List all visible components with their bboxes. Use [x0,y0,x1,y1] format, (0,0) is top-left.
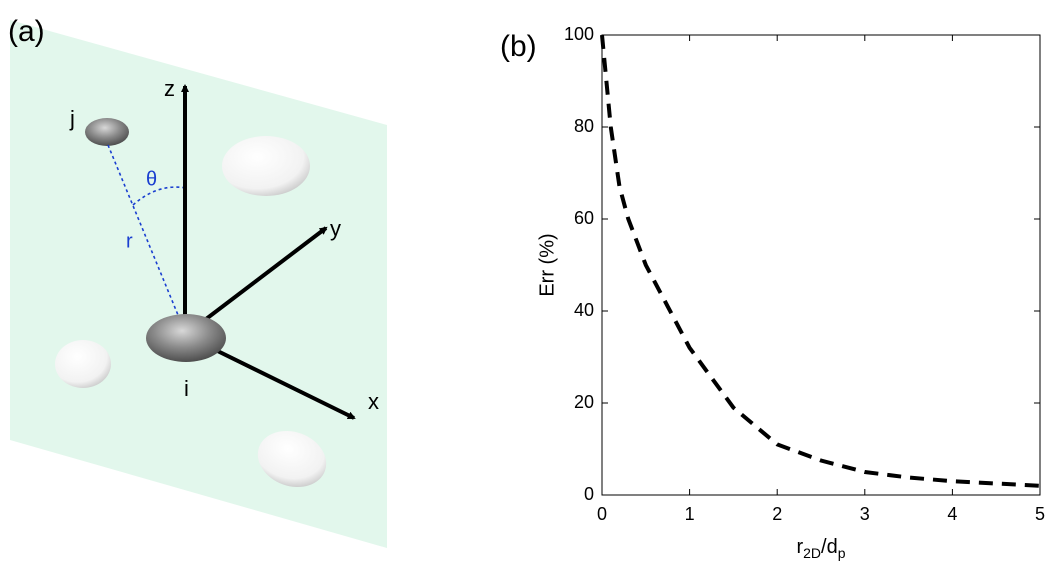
panel-label: (b) [500,30,537,63]
plane [10,20,387,548]
particle-j [85,118,129,146]
distance-line [107,144,179,316]
y-tick-label: 40 [574,300,594,320]
x-tick-label: 4 [947,504,957,524]
axis-label: z [164,76,175,101]
axis-label: x [368,389,379,414]
particle [257,430,327,488]
y-tick-label: 80 [574,116,594,136]
particle [55,340,111,388]
x-axis-label-part: /d [821,536,838,558]
particle-label: j [69,106,75,131]
x-tick-label: 3 [860,504,870,524]
y-tick-label: 0 [584,484,594,504]
x-axis-label-part: r [796,536,803,558]
x-tick-label: 5 [1035,504,1045,524]
particle-label: i [184,376,189,401]
x-tick-label: 1 [685,504,695,524]
x-axis-label-part: p [838,545,846,561]
particle-i [146,314,226,362]
y-axis [183,226,328,337]
data-line [600,34,1041,488]
x-axis-label: r2D/dp [796,536,845,560]
y-axis-label: Err (%) [536,233,558,296]
y-tick-label: 60 [574,208,594,228]
y-tick-label: 20 [574,392,594,412]
angle-label: θ [146,168,157,190]
axis-label: y [330,216,341,241]
angle-arc [132,186,187,206]
distance-label: r [126,230,133,252]
plot-frame [601,34,1041,496]
y-tick-label: 100 [564,24,594,44]
x-tick-label: 0 [597,504,607,524]
x-axis-label-part: 2D [803,545,821,561]
particle [222,136,310,196]
panel-label: (a) [8,15,45,48]
x-tick-label: 2 [772,504,782,524]
